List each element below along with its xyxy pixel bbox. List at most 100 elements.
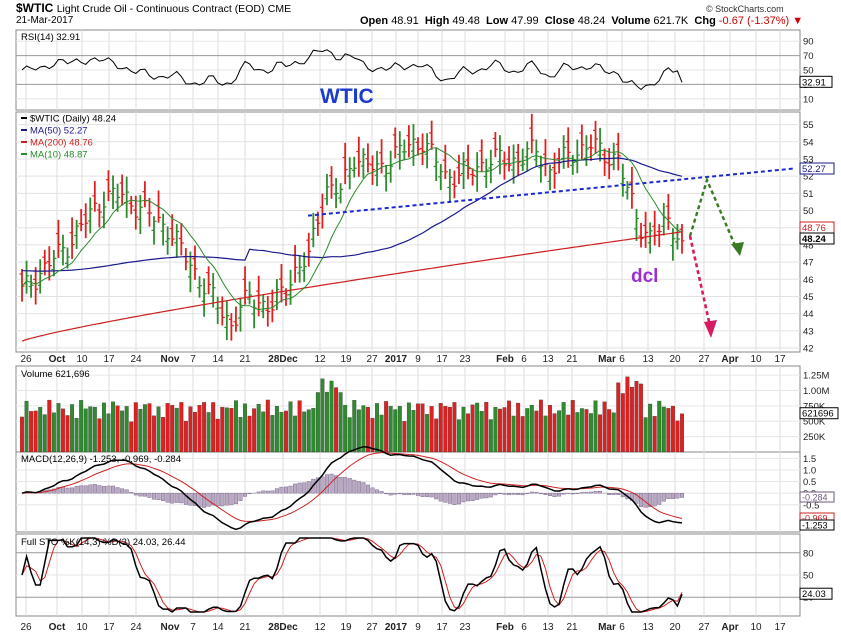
y-tick-label: 80 [803, 548, 814, 559]
macd-histogram-bar [238, 492, 243, 501]
macd-histogram-bar [215, 492, 220, 506]
annotation-dcl: dcl [631, 266, 658, 287]
macd-histogram-bar [92, 484, 97, 494]
y-tick-label: 90 [803, 37, 814, 48]
macd-histogram-bar [666, 492, 671, 499]
macd-histogram-bar [88, 484, 93, 494]
volume-bar [648, 403, 653, 453]
macd-histogram-bar [220, 492, 225, 507]
macd-histogram-bar [334, 475, 339, 494]
volume-bar [56, 403, 61, 453]
macd-histogram-bar [174, 492, 179, 503]
volume-bar [279, 412, 284, 453]
volume-bar [657, 400, 662, 453]
volume-bar [538, 399, 543, 453]
chart-date: 21-Mar-2017 [16, 15, 74, 26]
volume-bar [297, 400, 302, 453]
low-value: 47.99 [511, 15, 539, 27]
macd-histogram-bar [584, 491, 589, 494]
macd-histogram-bar [661, 492, 666, 502]
volume-bar [629, 386, 634, 453]
volume-bar [215, 418, 220, 453]
volume-bar [97, 418, 102, 453]
macd-histogram-bar [324, 474, 329, 494]
x-tick-label: 13 [542, 354, 554, 365]
copyright: © StockCharts.com [706, 4, 784, 14]
macd-histogram-bar [520, 492, 525, 496]
y-tick-label: 54 [803, 137, 814, 148]
macd-histogram-bar [488, 492, 493, 498]
macd-histogram-bar [388, 492, 393, 496]
volume-bar [247, 415, 252, 453]
x-tick-label: 21 [566, 622, 578, 633]
sto-k-line [21, 537, 683, 613]
x-tick-label: 17 [774, 354, 786, 365]
volume-bar [616, 382, 621, 453]
macd-histogram-bar [548, 492, 553, 496]
volume-bar [447, 406, 452, 453]
volume-bar [406, 402, 411, 453]
y-tick-label: 50 [803, 206, 814, 217]
volume-bar [156, 406, 161, 453]
volume-bar [552, 413, 557, 453]
volume-bar [379, 414, 384, 453]
volume-bar [233, 400, 238, 453]
macd-histogram-bar [493, 492, 498, 496]
volume-bar [516, 402, 521, 453]
macd-histogram-bar [224, 492, 229, 506]
volume-bar [329, 380, 334, 453]
macd-histogram-bar [320, 476, 325, 494]
low-label: Low [486, 15, 509, 27]
macd-histogram-bar [211, 492, 216, 506]
x-tick-label: 27 [366, 354, 378, 365]
volume-bar [584, 409, 589, 453]
volume-bar [484, 401, 489, 453]
price-legend-entry: $WTIC (Daily) 48.24 [30, 114, 116, 125]
down-triangle-icon: ▼ [792, 15, 804, 27]
volume-bar [183, 420, 188, 453]
macd-histogram-bar [97, 485, 102, 494]
macd-histogram-bar [397, 492, 402, 495]
ohlc-summary: Open 48.91 High 49.48 Low 47.99 Close 48… [360, 15, 803, 27]
rsi-legend: RSI(14) 32.91 [21, 32, 80, 43]
y-tick-label: 10 [803, 94, 814, 105]
macd-histogram-bar [247, 492, 252, 495]
volume-bar [193, 412, 197, 453]
volume-bar [115, 405, 120, 453]
x-tick-label: Mar [598, 622, 616, 633]
volume-bar [152, 415, 156, 453]
macd-histogram-bar [101, 486, 106, 494]
x-tick-label: 14 [212, 354, 224, 365]
macd-histogram-bar [588, 491, 593, 494]
volume-bar [20, 416, 24, 453]
projection-up-arrowhead [731, 242, 744, 256]
macd-histogram-bar [156, 492, 161, 500]
volume-bar [425, 414, 430, 453]
x-tick-label: 12 [314, 622, 326, 633]
macd-histogram-bar [115, 487, 120, 494]
volume-bar [111, 401, 115, 453]
y-tick-label: 51 [803, 189, 814, 200]
macd-histogram-bar [83, 485, 88, 494]
volume-bar [338, 392, 343, 453]
macd-histogram-bar [233, 492, 238, 505]
price-label: 48.76 [802, 223, 826, 234]
volume-bar [652, 416, 657, 453]
macd-histogram-bar [138, 492, 143, 497]
macd-value: -0.284 [802, 493, 828, 503]
close-label: Close [544, 15, 575, 27]
macd-histogram-bar [543, 492, 548, 495]
volume-bar [320, 378, 325, 453]
sto-d-line [21, 537, 683, 613]
x-tick-label: 13 [642, 354, 654, 365]
volume-bar [252, 408, 257, 453]
volume-bar [161, 417, 166, 453]
volume-bar [607, 409, 612, 453]
volume-value: 621.7K [653, 15, 689, 27]
volume-bar [325, 391, 329, 453]
macd-histogram-bar [557, 492, 562, 497]
chg-label: Chg [694, 15, 716, 27]
macd-histogram-bar [402, 492, 407, 495]
y-tick-label: 44 [803, 309, 814, 320]
